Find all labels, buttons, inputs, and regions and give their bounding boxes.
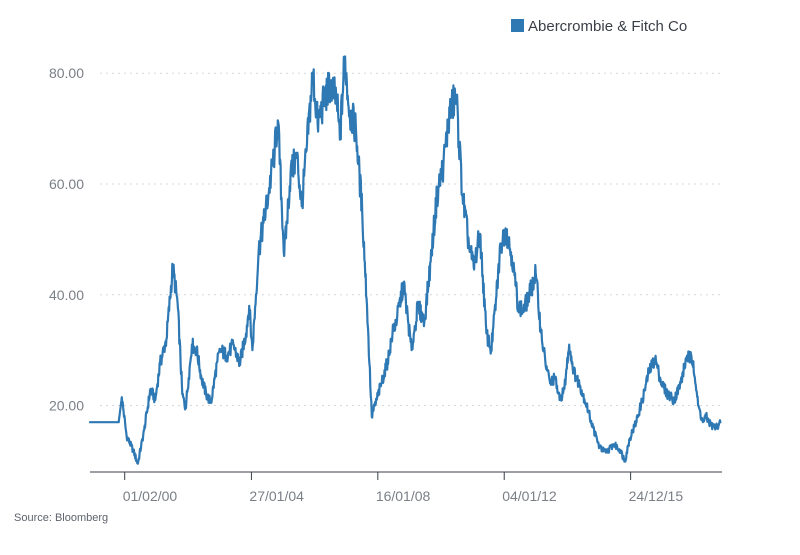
x-tick-label: 27/01/04 xyxy=(249,488,304,504)
x-tick-label: 24/12/15 xyxy=(629,488,684,504)
gridlines xyxy=(100,72,722,407)
x-tick-label: 04/01/12 xyxy=(502,488,557,504)
legend: Abercrombie & Fitch Co xyxy=(511,18,687,35)
series-line-abercrombie xyxy=(88,55,722,465)
legend-swatch xyxy=(511,19,524,32)
x-tick-label: 01/02/00 xyxy=(123,488,178,504)
y-tick-label: 80.00 xyxy=(49,65,84,81)
x-axis-ticks: 01/02/00 27/01/04 16/01/08 04/01/12 24/12/15 xyxy=(123,472,684,504)
legend-label: Abercrombie & Fitch Co xyxy=(528,18,687,35)
y-axis-ticks: 20.00 40.00 60.00 80.00 xyxy=(49,65,84,413)
series-layer xyxy=(88,55,722,465)
x-tick-label: 16/01/08 xyxy=(376,488,431,504)
source-note: Source: Bloomberg xyxy=(14,512,108,524)
y-tick-label: 60.00 xyxy=(49,176,84,192)
y-tick-label: 20.00 xyxy=(49,398,84,414)
y-tick-label: 40.00 xyxy=(49,287,84,303)
